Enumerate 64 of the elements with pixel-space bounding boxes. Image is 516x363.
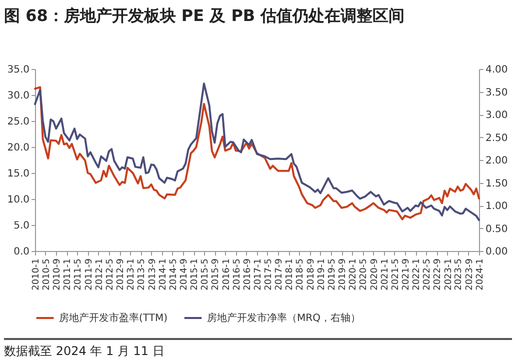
y-tick-label: 5.0 <box>14 220 30 232</box>
legend-label: 房地产开发市净率（MRQ，右轴） <box>207 312 360 324</box>
y2-tick-label: 0.00 <box>486 246 508 258</box>
x-tick-label: 2012-9 <box>116 258 126 290</box>
chart-title: 图 68：房地产开发板块 PE 及 PB 估值仍处在调整区间 <box>4 6 405 27</box>
x-tick-label: 2011-9 <box>84 258 94 290</box>
x-tick-label: 2011-1 <box>63 258 74 290</box>
x-tick-label: 2023-9 <box>464 258 475 290</box>
x-tick-label: 2015-5 <box>200 258 210 290</box>
y-tick-label: 0.0 <box>14 246 30 258</box>
x-tick-label: 2020-9 <box>370 258 380 290</box>
legend-label: 房地产开发市盈率(TTM) <box>59 312 168 324</box>
x-tick-label: 2010-5 <box>42 258 52 290</box>
x-tick-label: 2016-1 <box>222 258 232 290</box>
x-tick-label: 2023-5 <box>454 258 464 290</box>
x-tick-label: 2018-9 <box>306 258 316 290</box>
x-tick-label: 2016-9 <box>242 258 253 290</box>
y-tick-label: 20.0 <box>7 142 30 154</box>
y-tick-label: 35.0 <box>7 64 30 76</box>
x-tick-label: 2014-5 <box>168 258 179 290</box>
x-tick-label: 2010-1 <box>32 258 42 290</box>
x-tick-label: 2022-9 <box>433 258 444 290</box>
y-tick-label: 15.0 <box>7 168 30 180</box>
x-tick-label: 2017-5 <box>264 258 274 290</box>
x-tick-label: 2024-1 <box>476 258 486 290</box>
x-tick-label: 2022-1 <box>412 258 422 290</box>
y2-tick-label: 4.00 <box>486 64 508 76</box>
x-tick-label: 2015-1 <box>190 258 200 290</box>
x-tick-label: 2018-1 <box>285 258 296 290</box>
x-tick-label: 2014-1 <box>158 258 168 290</box>
x-tick-label: 2012-1 <box>94 258 105 290</box>
x-tick-label: 2012-5 <box>105 258 116 290</box>
y-tick-label: 25.0 <box>7 116 30 128</box>
x-tick-label: 2014-9 <box>179 258 190 290</box>
y-tick-label: 10.0 <box>7 194 30 206</box>
x-tick-label: 2013-9 <box>148 258 158 290</box>
x-tick-label: 2023-1 <box>444 258 454 290</box>
x-tick-label: 2020-5 <box>359 258 370 290</box>
y2-tick-label: 1.00 <box>486 201 508 212</box>
y2-tick-label: 2.00 <box>486 156 508 166</box>
x-tick-label: 2016-5 <box>232 258 242 290</box>
x-tick-label: 2013-1 <box>126 258 137 290</box>
x-tick-label: 2019-1 <box>316 258 327 290</box>
x-tick-label: 2010-9 <box>52 258 63 290</box>
x-tick-label: 2021-5 <box>390 258 401 290</box>
y2-tick-label: 1.50 <box>486 178 508 190</box>
y2-tick-label: 3.00 <box>486 110 508 121</box>
x-tick-label: 2019-5 <box>327 258 338 290</box>
x-tick-label: 2021-1 <box>380 258 390 290</box>
x-tick-label: 2015-9 <box>211 258 222 290</box>
x-tick-label: 2020-1 <box>348 258 359 290</box>
x-tick-label: 2017-1 <box>254 258 264 290</box>
x-tick-label: 2011-5 <box>74 258 84 290</box>
x-tick-label: 2022-5 <box>422 258 433 290</box>
x-tick-label: 2021-9 <box>402 258 412 290</box>
text: 数据截至 2024 年 1 月 11 日 <box>4 338 512 360</box>
x-tick-label: 2013-5 <box>137 258 148 290</box>
x-tick-label: 2017-9 <box>274 258 285 290</box>
y2-tick-label: 0.50 <box>486 224 508 235</box>
y2-tick-label: 3.50 <box>486 87 508 98</box>
y-tick-label: 30.0 <box>7 90 30 102</box>
y2-tick-label: 2.50 <box>486 132 508 144</box>
x-tick-label: 2019-9 <box>338 258 348 290</box>
x-tick-label: 2018-5 <box>296 258 306 290</box>
